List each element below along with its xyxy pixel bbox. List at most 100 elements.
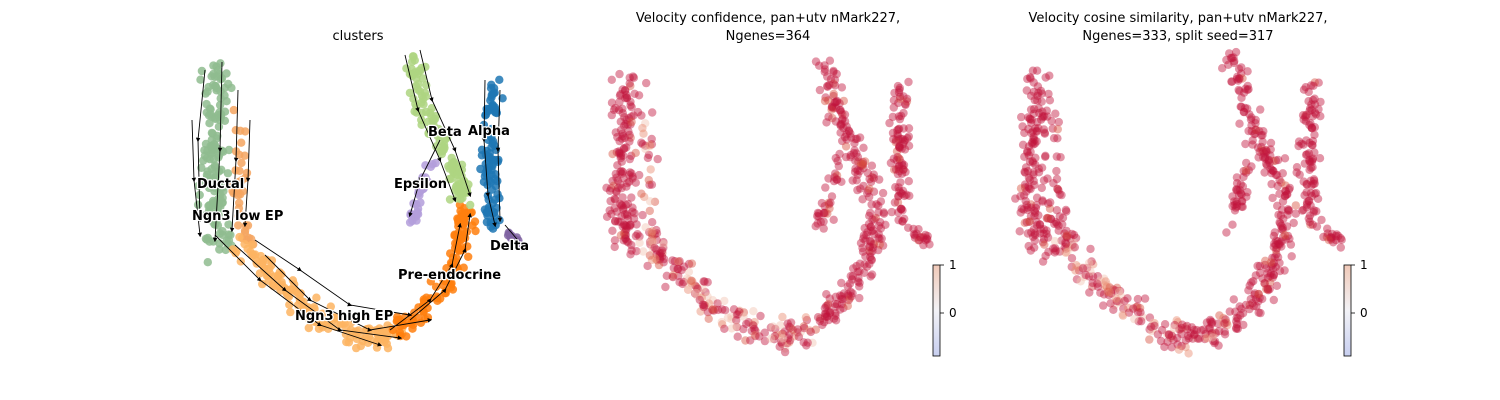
value-point bbox=[657, 252, 667, 261]
streamline bbox=[495, 89, 503, 223]
cluster-point bbox=[209, 61, 218, 70]
value-point bbox=[1310, 176, 1319, 185]
value-point bbox=[1017, 112, 1026, 122]
cluster-point bbox=[213, 131, 222, 141]
value-point bbox=[674, 271, 683, 280]
value-point bbox=[1114, 287, 1124, 297]
value-point bbox=[874, 201, 883, 210]
value-point bbox=[1026, 74, 1035, 83]
value-point bbox=[1281, 235, 1290, 244]
value-point bbox=[622, 115, 631, 125]
value-point bbox=[1069, 238, 1078, 248]
value-point bbox=[1281, 181, 1290, 190]
value-point bbox=[1043, 233, 1053, 242]
value-point bbox=[899, 137, 909, 146]
value-point bbox=[831, 292, 840, 301]
value-point bbox=[1310, 148, 1319, 157]
value-point bbox=[827, 192, 837, 201]
value-point bbox=[1103, 280, 1112, 290]
value-point bbox=[860, 260, 869, 269]
value-point bbox=[641, 119, 650, 128]
value-point bbox=[645, 227, 654, 237]
value-point bbox=[1021, 196, 1030, 206]
value-point bbox=[1232, 324, 1241, 333]
value-point bbox=[1305, 106, 1314, 116]
value-point bbox=[1302, 203, 1312, 212]
value-point bbox=[1138, 313, 1147, 322]
value-point bbox=[856, 184, 865, 193]
value-point bbox=[837, 294, 846, 304]
value-point bbox=[1037, 115, 1046, 124]
value-point bbox=[1123, 294, 1132, 303]
value-point bbox=[1023, 203, 1032, 212]
value-point bbox=[1233, 314, 1243, 323]
value-point bbox=[879, 209, 889, 218]
value-point bbox=[650, 243, 659, 253]
value-point bbox=[620, 230, 629, 240]
value-point bbox=[821, 93, 830, 102]
value-point bbox=[1043, 213, 1052, 223]
value-point bbox=[1119, 304, 1128, 313]
value-point bbox=[1206, 330, 1215, 339]
value-point bbox=[1019, 205, 1028, 214]
cluster-point bbox=[402, 332, 411, 341]
value-point bbox=[1183, 331, 1193, 341]
value-point bbox=[874, 233, 883, 242]
value-point bbox=[692, 282, 701, 292]
value-point bbox=[1326, 233, 1336, 242]
value-point bbox=[1025, 175, 1035, 184]
value-point bbox=[1101, 277, 1110, 286]
value-point bbox=[1049, 179, 1058, 188]
value-point bbox=[612, 148, 621, 157]
value-point bbox=[1034, 211, 1043, 220]
value-point bbox=[1273, 201, 1282, 210]
value-point bbox=[1072, 261, 1081, 270]
value-point bbox=[919, 233, 928, 242]
streamline bbox=[481, 79, 497, 228]
value-point bbox=[696, 289, 705, 298]
value-point bbox=[1284, 185, 1294, 194]
value-point bbox=[838, 114, 847, 124]
value-point bbox=[841, 142, 851, 151]
value-point bbox=[602, 183, 611, 192]
value-point bbox=[1133, 302, 1142, 311]
value-point bbox=[819, 224, 828, 233]
value-point bbox=[1309, 206, 1319, 215]
value-point bbox=[616, 153, 625, 163]
value-point bbox=[1061, 248, 1070, 257]
value-point bbox=[1305, 165, 1314, 174]
value-point bbox=[1020, 167, 1029, 176]
value-point bbox=[1025, 73, 1035, 82]
value-point bbox=[808, 338, 817, 347]
value-point bbox=[695, 295, 704, 305]
value-point bbox=[1211, 327, 1220, 337]
value-point bbox=[819, 208, 829, 218]
value-point bbox=[1251, 294, 1261, 304]
value-point bbox=[1115, 286, 1125, 296]
value-point bbox=[865, 184, 874, 194]
value-point bbox=[616, 217, 625, 226]
value-point bbox=[1284, 206, 1293, 215]
value-point bbox=[794, 332, 804, 341]
value-point bbox=[1302, 179, 1311, 189]
value-point bbox=[652, 245, 661, 254]
value-point bbox=[1305, 157, 1314, 166]
value-point bbox=[708, 296, 717, 305]
value-point bbox=[679, 262, 689, 271]
value-point bbox=[892, 155, 901, 165]
value-point bbox=[622, 143, 631, 152]
value-point bbox=[912, 229, 921, 238]
value-point bbox=[658, 248, 667, 258]
value-point bbox=[771, 324, 780, 334]
value-point bbox=[645, 141, 655, 151]
value-point bbox=[895, 85, 904, 95]
value-point bbox=[1305, 155, 1314, 165]
value-point bbox=[1260, 279, 1269, 288]
value-point bbox=[1266, 145, 1275, 154]
value-point bbox=[1314, 105, 1323, 114]
value-point bbox=[1054, 117, 1064, 127]
value-point bbox=[860, 157, 870, 166]
value-point bbox=[1211, 329, 1220, 338]
value-point bbox=[645, 140, 655, 150]
value-point bbox=[684, 259, 694, 269]
